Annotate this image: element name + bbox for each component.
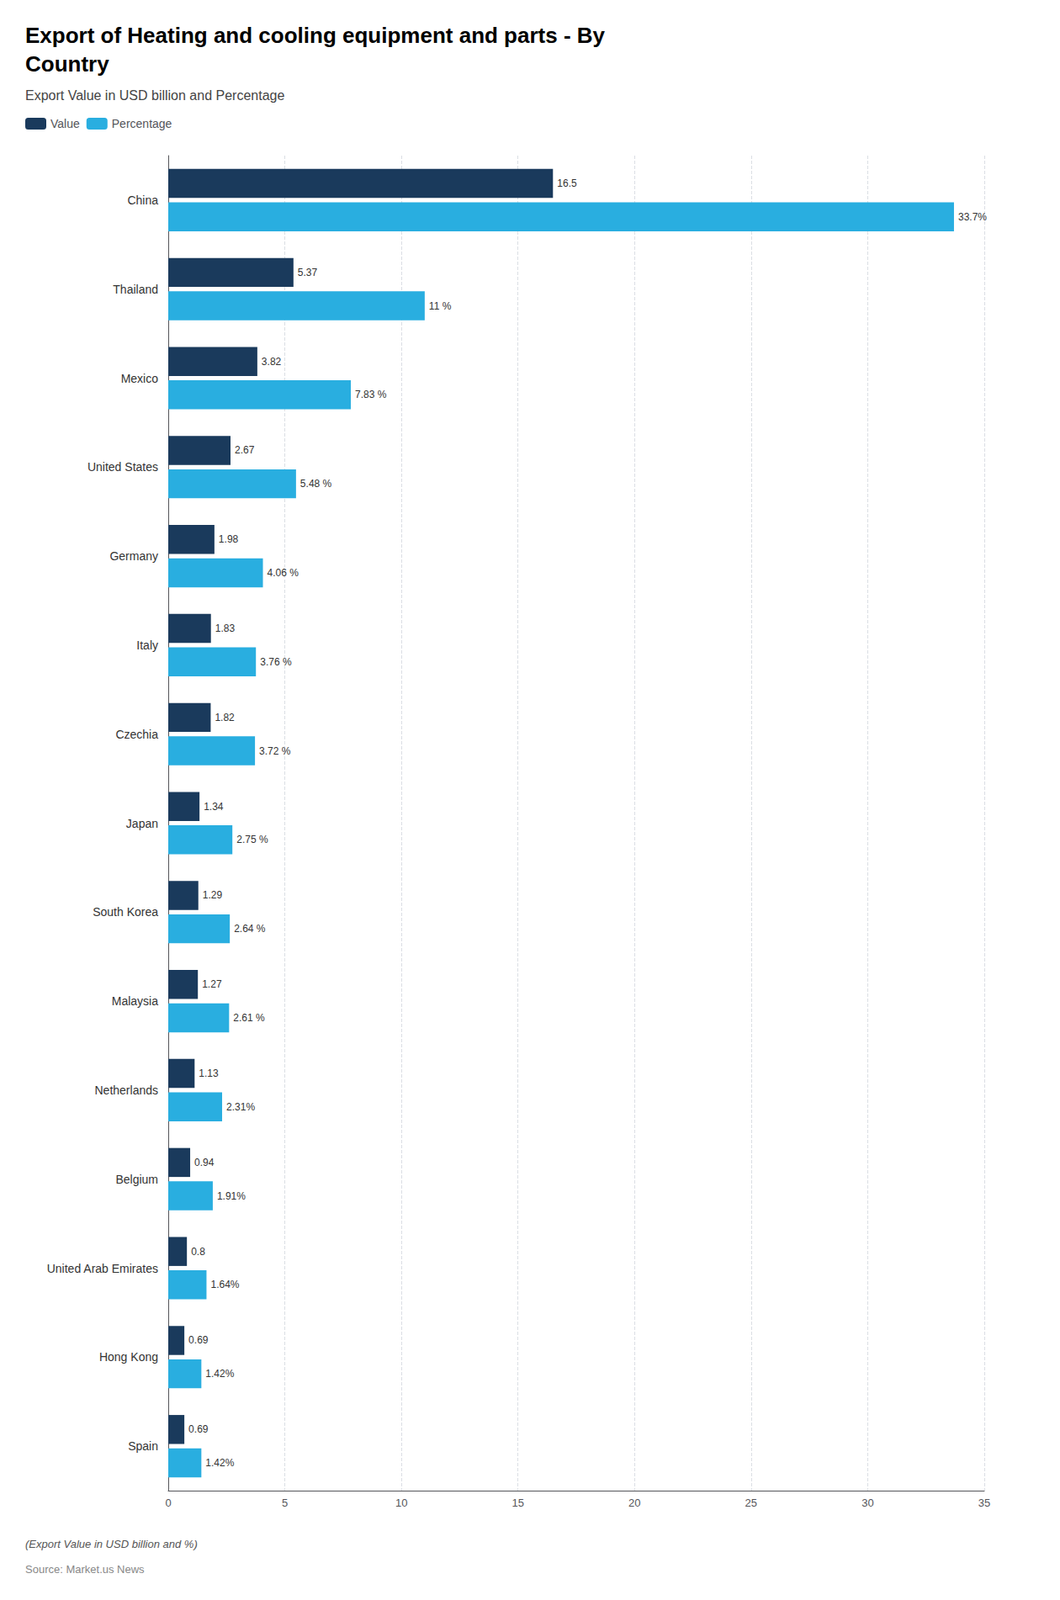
svg-text:Netherlands: Netherlands [95, 1083, 159, 1098]
svg-text:1.27: 1.27 [201, 978, 223, 991]
svg-text:1.83: 1.83 [215, 622, 236, 635]
svg-text:Germany: Germany [109, 549, 159, 563]
svg-text:United Arab Emirates: United Arab Emirates [47, 1261, 159, 1276]
svg-text:3.76 %: 3.76 % [259, 656, 292, 668]
svg-text:10: 10 [395, 1496, 408, 1510]
svg-text:33.7%: 33.7% [958, 211, 987, 223]
svg-text:Value: Value [50, 116, 80, 131]
svg-text:1.29: 1.29 [202, 889, 223, 901]
svg-text:Source: Market.us News: Source: Market.us News [25, 1563, 145, 1576]
svg-text:Belgium: Belgium [115, 1172, 159, 1187]
svg-text:2.67: 2.67 [234, 444, 255, 456]
svg-text:0.69: 0.69 [188, 1334, 209, 1347]
svg-text:1.13: 1.13 [198, 1067, 219, 1080]
svg-text:(Export Value in USD billion a: (Export Value in USD billion and %) [25, 1537, 198, 1551]
svg-text:Mexico: Mexico [121, 371, 159, 386]
svg-text:30: 30 [861, 1496, 874, 1510]
svg-text:11 %: 11 % [429, 300, 452, 313]
svg-text:5: 5 [281, 1496, 288, 1510]
svg-text:1.42%: 1.42% [205, 1457, 234, 1469]
svg-text:1.64%: 1.64% [210, 1278, 239, 1291]
svg-text:35: 35 [978, 1496, 991, 1510]
svg-text:0: 0 [164, 1496, 171, 1510]
svg-text:2.61 %: 2.61 % [233, 1012, 265, 1024]
svg-text:Spain: Spain [127, 1439, 159, 1453]
svg-text:2.75 %: 2.75 % [236, 833, 269, 846]
svg-text:25: 25 [745, 1496, 758, 1510]
svg-text:7.83 %: 7.83 % [355, 388, 387, 401]
svg-text:4.06 %: 4.06 % [267, 567, 300, 579]
svg-text:Export of Heating and cooling: Export of Heating and cooling equipment … [25, 22, 606, 48]
svg-text:3.82: 3.82 [261, 355, 282, 368]
svg-text:South Korea: South Korea [92, 905, 159, 919]
svg-text:Country: Country [25, 51, 110, 77]
svg-text:2.64 %: 2.64 % [233, 922, 266, 935]
svg-text:1.91%: 1.91% [217, 1190, 246, 1203]
svg-text:Italy: Italy [136, 638, 159, 652]
svg-text:0.8: 0.8 [190, 1245, 206, 1258]
svg-text:15: 15 [511, 1496, 524, 1510]
svg-text:2.31%: 2.31% [226, 1101, 255, 1113]
svg-text:Czechia: Czechia [115, 727, 159, 742]
svg-text:Thailand: Thailand [112, 282, 159, 297]
svg-text:5.48 %: 5.48 % [300, 477, 333, 490]
svg-text:1.34: 1.34 [203, 800, 224, 813]
svg-text:5.37: 5.37 [297, 266, 318, 279]
svg-text:1.98: 1.98 [218, 533, 239, 546]
svg-text:0.94: 0.94 [194, 1156, 215, 1169]
svg-text:1.82: 1.82 [214, 711, 235, 724]
svg-text:Export Value in USD billion an: Export Value in USD billion and Percenta… [25, 88, 285, 103]
svg-text:China: China [127, 193, 159, 207]
svg-text:16.5: 16.5 [556, 177, 578, 190]
svg-text:Malaysia: Malaysia [111, 994, 159, 1008]
svg-text:United States: United States [87, 460, 159, 474]
svg-text:Japan: Japan [126, 816, 159, 831]
svg-text:Percentage: Percentage [111, 116, 173, 131]
svg-text:3.72 %: 3.72 % [259, 745, 292, 758]
svg-text:20: 20 [628, 1496, 641, 1510]
svg-text:1.42%: 1.42% [205, 1367, 234, 1380]
svg-text:0.69: 0.69 [188, 1423, 209, 1436]
svg-text:Hong Kong: Hong Kong [99, 1350, 159, 1364]
